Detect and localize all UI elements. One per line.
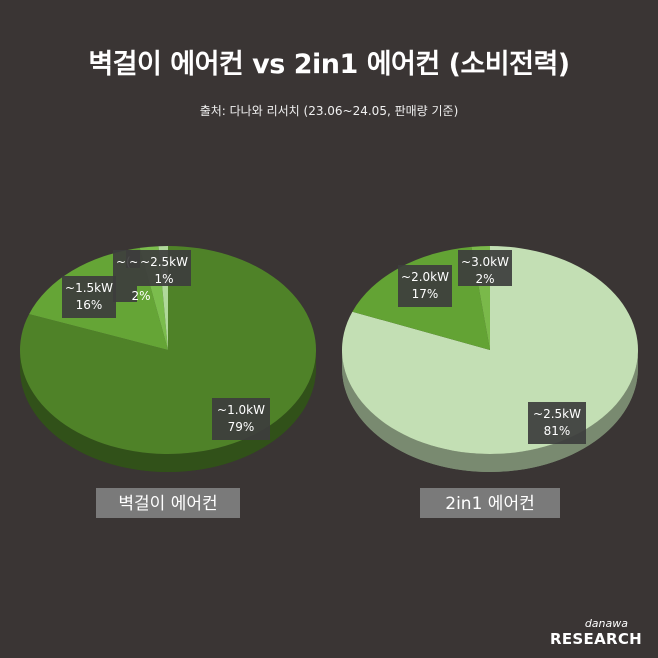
data-label-category: ~2.5kW [533, 407, 581, 421]
data-label-category: ~1.5kW [65, 281, 113, 295]
pie-side-wall [20, 350, 316, 472]
data-label: ~1.0kW 79% [212, 398, 270, 440]
data-label-value: 1% [154, 272, 173, 286]
data-label: ~2.0kW 17% [398, 265, 452, 307]
chart-title: 벽걸이 에어컨 vs 2in1 에어컨 (소비전력) [88, 49, 570, 80]
data-label-value: 16% [76, 298, 103, 312]
data-label-category: ~2.5kW [140, 255, 188, 269]
chart-subtitle: 출처: 다나와 리서치 (23.06~24.05, 판매량 기준) [199, 104, 459, 118]
data-label-value: 17% [412, 287, 439, 301]
data-label-category: ~3.0kW [461, 255, 509, 269]
data-label: ~1.5kW 16% [62, 276, 116, 318]
data-label-value: 81% [544, 424, 571, 438]
pie-caption: 2in1 에어컨 [420, 488, 560, 518]
data-label-category: ~1.0kW [217, 403, 265, 417]
pie-caption-text: 2in1 에어컨 [445, 494, 534, 514]
data-label-value: 79% [228, 420, 255, 434]
data-label-category: ~ [129, 255, 139, 269]
data-label: ~2.5kW 81% [528, 402, 586, 444]
data-label: ~2.5kW 1% [137, 250, 191, 286]
pie-caption-text: 벽걸이 에어컨 [118, 494, 217, 514]
data-label: ~3.0kW 2% [458, 250, 512, 286]
logo-small-text: danawa [584, 617, 628, 630]
logo-big-text: RESEARCH [550, 630, 642, 648]
pie-caption: 벽걸이 에어컨 [96, 488, 240, 518]
pie-chart-2: ~2.5kW 81% ~2.0kW 17% ~3.0kW 2% 2in1 에어컨 [342, 246, 639, 518]
data-label-value: 2% [475, 272, 494, 286]
data-label: ~ [126, 250, 140, 269]
danawa-research-logo: danawa RESEARCH [550, 617, 642, 648]
data-label-value: 2% [131, 289, 150, 303]
data-label-category: ~2.0kW [401, 270, 449, 284]
